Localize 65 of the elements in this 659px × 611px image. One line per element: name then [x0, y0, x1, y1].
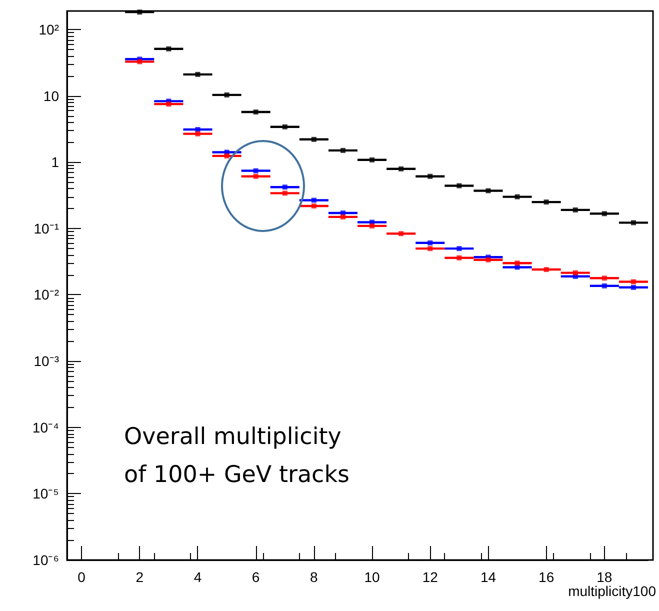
y-tick-label: 10⁻³: [34, 353, 60, 370]
point: [166, 102, 172, 107]
point: [602, 283, 607, 288]
point: [486, 257, 491, 262]
point: [602, 211, 607, 216]
point: [340, 148, 346, 153]
point: [340, 214, 346, 220]
point: [166, 46, 172, 52]
point: [224, 92, 230, 98]
point: [195, 72, 200, 77]
point: [253, 109, 258, 114]
x-tick-label: 12: [422, 569, 438, 585]
point: [572, 207, 578, 212]
y-tick-label: 10⁻⁵: [32, 486, 59, 502]
y-tick-label: 10⁻⁴: [32, 419, 59, 436]
x-tick-label: 6: [252, 569, 260, 585]
point: [282, 190, 288, 196]
x-axis-title: multiplicity100: [568, 583, 656, 599]
point: [456, 246, 462, 252]
point: [544, 200, 549, 205]
x-tick-label: 0: [78, 569, 86, 585]
point: [195, 127, 200, 132]
y-tick-label: 1: [51, 154, 60, 170]
y-tick-label: 10²: [38, 21, 60, 38]
point: [630, 284, 636, 290]
point: [398, 231, 404, 236]
x-tick-label: 10: [364, 569, 380, 585]
point: [428, 174, 433, 179]
x-tick-label: 4: [194, 569, 202, 585]
point: [428, 240, 433, 246]
point: [514, 260, 520, 266]
point: [370, 157, 375, 162]
x-tick-label: 2: [136, 569, 144, 585]
point: [544, 267, 549, 272]
point: [195, 131, 200, 136]
point: [370, 223, 375, 228]
point: [572, 270, 578, 276]
point: [514, 194, 520, 200]
point: [311, 136, 316, 142]
x-tick-label: 14: [480, 569, 496, 585]
point: [602, 276, 607, 281]
point: [311, 198, 316, 203]
point: [311, 203, 316, 208]
annotation: Overall multiplicity of 100+ GeV tracks: [124, 424, 350, 488]
point: [137, 59, 142, 64]
point: [486, 188, 491, 194]
point: [282, 124, 288, 130]
y-tick-label: 10⁻²: [34, 286, 60, 303]
point: [253, 168, 258, 174]
point: [630, 220, 636, 226]
point: [137, 10, 142, 15]
point: [224, 153, 230, 158]
y-tick-label: 10⁻⁶: [32, 552, 59, 568]
point: [456, 183, 462, 188]
point: [630, 279, 636, 284]
x-tick-label: 18: [596, 569, 612, 585]
point: [282, 184, 288, 190]
y-tick-label: 10⁻¹: [34, 220, 60, 236]
y-tick-label: 10: [43, 88, 60, 104]
x-tick-label: 16: [538, 569, 554, 585]
point: [428, 246, 433, 252]
point: [456, 255, 462, 260]
point: [253, 174, 258, 179]
x-tick-label: 8: [310, 569, 318, 585]
point: [398, 166, 404, 172]
